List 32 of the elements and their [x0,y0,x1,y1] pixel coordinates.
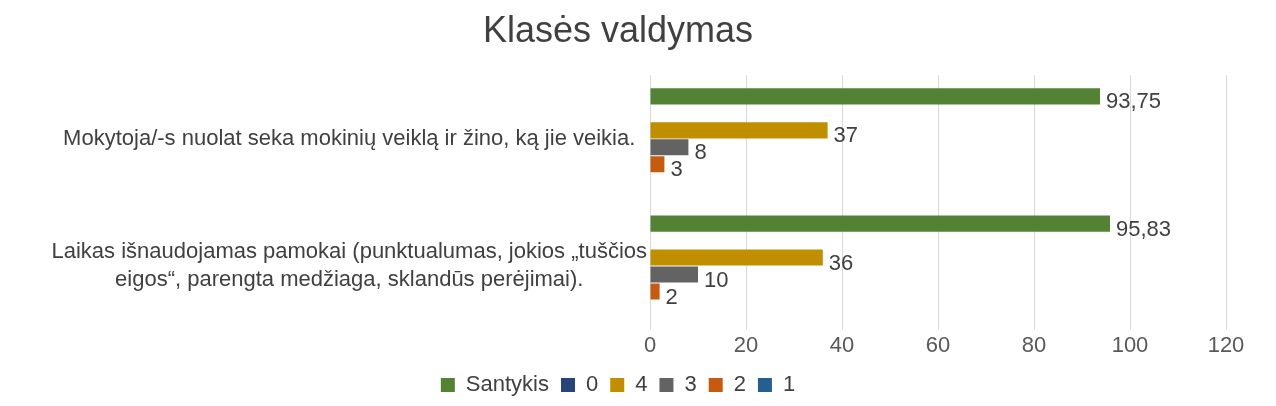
data-label: 8 [694,139,707,165]
x-tick-label: 100 [1111,331,1149,357]
bar [650,88,1100,105]
x-tick-label: 40 [829,331,855,357]
legend-label: 2 [733,371,746,397]
chart-title: Klasės valdymas [482,8,754,50]
data-label: 93,75 [1106,88,1162,114]
bar [650,122,828,139]
x-tick-label: 80 [1021,331,1047,357]
legend-label: 4 [635,371,648,397]
y-tick-label: Mokytoja/-s nuolat seka mokinių veiklą ir žino, ką jie veikia. [63,124,636,150]
bar [650,156,665,173]
x-tick-label: 120 [1207,331,1245,357]
data-label: 37 [833,122,859,148]
legend-label: 0 [585,371,599,397]
bar [650,139,689,156]
legend-label: 3 [684,371,697,397]
data-label: 2 [665,283,678,309]
bar [650,215,1110,232]
y-tick-label: Laikas išnaudojamas pamokai (punktualumas, jokios „tuščios eigos“, parengta medžiaga, sklandūs perėjimai). [51,237,647,292]
x-tick-label: 0 [643,331,657,357]
bar [650,266,698,283]
data-label: 3 [670,156,683,182]
data-label: 10 [704,266,729,292]
legend-label: 1 [782,371,796,397]
bar [650,283,660,300]
x-tick-label: 20 [733,331,759,357]
data-label: 95,83 [1115,215,1172,241]
x-tick-label: 60 [925,331,951,357]
data-label: 36 [828,249,854,275]
bar [650,249,823,266]
legend-label: Santykis [465,371,549,397]
